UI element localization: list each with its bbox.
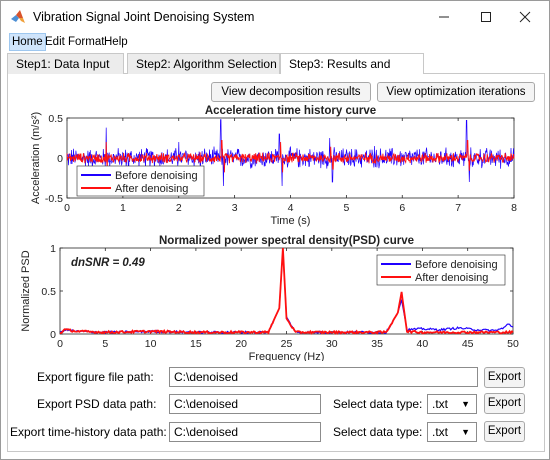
x-tick-label-time: 6 — [399, 202, 405, 214]
export-time-history-label: Export time-history data path: — [10, 425, 167, 439]
x-tick-label-psd: 15 — [190, 338, 202, 350]
export-time-history-path-field[interactable]: C:\denoised — [169, 422, 321, 442]
y-tick-label-psd: 0 — [50, 329, 56, 341]
export-figure-path-field[interactable]: C:\denoised — [169, 367, 478, 387]
menu-edit[interactable]: Edit — [45, 36, 65, 48]
x-tick-label-psd: 10 — [145, 338, 157, 350]
x-tick-label-time: 2 — [176, 202, 182, 214]
legend-label-time: After denoising — [115, 183, 188, 195]
y-tick-label-time: 0 — [57, 153, 63, 165]
chevron-down-icon: ▼ — [461, 399, 470, 409]
tab-algorithm-selection[interactable]: Step2: Algorithm Selection — [127, 53, 280, 74]
series-line-time-after — [66, 139, 515, 173]
x-tick-label-time: 0 — [64, 202, 70, 214]
y-tick-label-time: -0.5 — [45, 193, 63, 205]
y-axis-label-time: Acceleration (m/s²) — [30, 112, 42, 204]
title-bar: Vibration Signal Joint Denoising System — [1, 1, 549, 32]
time-data-type-select[interactable]: .txt ▼ — [427, 422, 477, 442]
minimize-icon[interactable] — [426, 5, 462, 29]
chart-title-time: Acceleration time history curve — [205, 105, 376, 117]
matlab-logo-icon — [11, 10, 25, 23]
y-axis-label-psd: Normalized PSD — [20, 250, 32, 331]
close-icon[interactable] — [507, 5, 543, 29]
x-tick-label-psd: 20 — [235, 338, 247, 350]
menu-format[interactable]: Format — [68, 36, 105, 48]
x-tick-label-psd: 5 — [102, 338, 108, 350]
view-decomposition-button[interactable]: View decomposition results — [211, 82, 371, 102]
x-tick-label-time: 4 — [288, 202, 294, 214]
series-line-psd-after — [59, 247, 514, 335]
x-tick-label-psd: 40 — [417, 338, 429, 350]
y-tick-label-psd: 0.5 — [41, 286, 56, 298]
menu-home[interactable]: Home — [9, 33, 46, 51]
chart-title-psd: Normalized power spectral density(PSD) c… — [159, 235, 414, 247]
legend-label-psd: After denoising — [415, 272, 488, 284]
psd-data-type-select[interactable]: .txt ▼ — [427, 394, 477, 414]
chevron-down-icon: ▼ — [461, 427, 470, 437]
series-line-time-before — [66, 119, 515, 187]
export-time-history-button[interactable]: Export — [484, 421, 525, 442]
time-data-type-value: .txt — [432, 425, 449, 439]
legend-box-time — [76, 165, 205, 197]
x-tick-label-psd: 50 — [507, 338, 519, 350]
export-figure-button[interactable]: Export — [484, 367, 525, 388]
legend-label-psd: Before denoising — [415, 259, 498, 271]
x-tick-label-time: 3 — [232, 202, 238, 214]
export-psd-path-field[interactable]: C:\denoised — [169, 394, 321, 414]
maximize-icon[interactable] — [468, 5, 504, 29]
export-psd-label: Export PSD data path: — [37, 397, 157, 411]
export-figure-label: Export figure file path: — [37, 370, 154, 384]
x-tick-label-psd: 45 — [462, 338, 474, 350]
window-title: Vibration Signal Joint Denoising System — [33, 10, 255, 24]
x-tick-label-psd: 25 — [281, 338, 293, 350]
time-data-type-label: Select data type: — [333, 425, 423, 439]
x-tick-label-time: 1 — [120, 202, 126, 214]
x-tick-label-time: 7 — [455, 202, 461, 214]
y-tick-label-time: 0.5 — [48, 113, 63, 125]
y-tick-label-psd: 1 — [50, 243, 56, 255]
tab-bar: Step1: Data Input Step2: Algorithm Selec… — [7, 52, 545, 91]
legend-label-time: Before denoising — [115, 170, 198, 182]
x-tick-label-time: 5 — [343, 202, 349, 214]
x-tick-label-psd: 30 — [326, 338, 338, 350]
dnsnr-annotation: dnSNR = 0.49 — [71, 257, 145, 269]
view-optimization-button[interactable]: View optimization iterations — [377, 82, 535, 102]
menu-help[interactable]: Help — [104, 36, 128, 48]
export-psd-button[interactable]: Export — [484, 393, 525, 414]
psd-data-type-label: Select data type: — [333, 397, 423, 411]
legend-box-psd — [376, 254, 506, 286]
psd-data-type-value: .txt — [432, 397, 449, 411]
x-tick-label-psd: 35 — [371, 338, 383, 350]
tab-data-input[interactable]: Step1: Data Input — [7, 53, 124, 74]
x-axis-label-psd: Frequency (Hz) — [249, 351, 325, 361]
x-tick-label-psd: 0 — [57, 338, 63, 350]
x-axis-label-time: Time (s) — [271, 215, 311, 227]
menu-bar: Home Edit Format Help — [1, 32, 549, 52]
x-tick-label-time: 8 — [511, 202, 517, 214]
